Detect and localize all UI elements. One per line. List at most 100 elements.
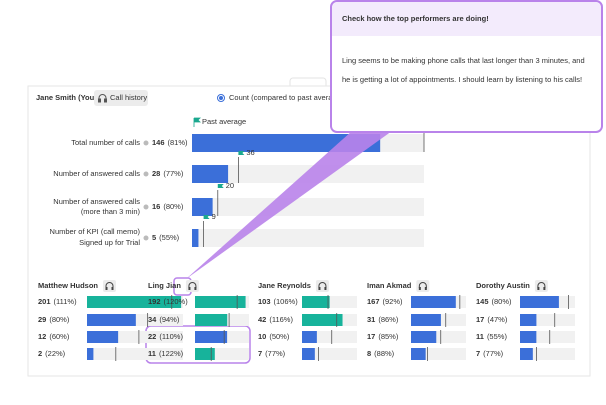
bar bbox=[411, 331, 437, 343]
member-value: 201 bbox=[38, 297, 51, 306]
member-value: 34 bbox=[148, 315, 157, 324]
headset-ear bbox=[424, 287, 427, 290]
headset-icon bbox=[318, 282, 327, 288]
metric-label: Number of answered calls bbox=[53, 197, 140, 206]
info-icon bbox=[143, 204, 149, 210]
call-history-button[interactable] bbox=[94, 90, 148, 106]
metric-value: 28 bbox=[152, 169, 160, 178]
member-pct: (60%) bbox=[49, 332, 70, 341]
headset-icon bbox=[188, 282, 197, 288]
member-name: Dorothy Austin bbox=[476, 281, 530, 290]
headset-icon bbox=[105, 282, 114, 288]
bar bbox=[302, 314, 343, 326]
metric-pct: (55%) bbox=[159, 233, 180, 242]
member-value: 42 bbox=[258, 315, 266, 324]
bar bbox=[192, 198, 213, 216]
member-value: 8 bbox=[367, 349, 371, 358]
member-value: 11 bbox=[148, 349, 156, 358]
member-pct: (116%) bbox=[269, 315, 293, 324]
listen-button[interactable] bbox=[103, 280, 116, 292]
metric-label: (more than 3 min) bbox=[81, 207, 141, 216]
metric-pct: (80%) bbox=[163, 202, 184, 211]
member-pct: (110%) bbox=[159, 332, 183, 341]
member-pct: (77%) bbox=[483, 349, 504, 358]
member-name: Iman Akmad bbox=[367, 281, 412, 290]
member-name: Matthew Hudson bbox=[38, 281, 98, 290]
bar bbox=[302, 348, 315, 360]
member-value: 12 bbox=[38, 332, 46, 341]
bar-track bbox=[192, 198, 424, 216]
headset-ear bbox=[543, 287, 546, 290]
member-pct: (88%) bbox=[374, 349, 395, 358]
metric-value: 16 bbox=[152, 202, 160, 211]
callout-body: Ling seems to be making phone calls that… bbox=[342, 56, 585, 84]
member-value: 167 bbox=[367, 297, 380, 306]
headset-ear bbox=[324, 287, 327, 290]
member-value: 22 bbox=[148, 332, 156, 341]
headset-ear bbox=[105, 287, 108, 290]
headset-ear bbox=[111, 287, 114, 290]
member-value: 11 bbox=[476, 332, 484, 341]
member-pct: (122%) bbox=[159, 349, 184, 358]
bar bbox=[520, 296, 559, 308]
member-pct: (22%) bbox=[45, 349, 66, 358]
member-pct: (94%) bbox=[159, 315, 180, 324]
member-pct: (106%) bbox=[274, 297, 299, 306]
bar bbox=[87, 331, 119, 343]
average-label: 9 bbox=[212, 212, 216, 221]
user-name: Jane Smith (You) bbox=[36, 93, 97, 102]
listen-button[interactable] bbox=[315, 280, 329, 292]
metric-label: Number of answered calls bbox=[53, 169, 140, 178]
bar bbox=[302, 296, 330, 308]
callout-header bbox=[332, 2, 601, 36]
headset-ear bbox=[418, 287, 421, 290]
bar bbox=[195, 331, 228, 343]
info-icon bbox=[143, 235, 149, 241]
bar bbox=[192, 229, 199, 247]
member-value: 10 bbox=[258, 332, 266, 341]
metric-pct: (81%) bbox=[168, 138, 189, 147]
bar-track bbox=[87, 348, 183, 360]
average-label: 36 bbox=[246, 148, 254, 157]
member-value: 7 bbox=[258, 349, 262, 358]
bar bbox=[411, 348, 426, 360]
member-name: Ling Jian bbox=[148, 281, 181, 290]
member-pct: (77%) bbox=[265, 349, 286, 358]
average-label: 20 bbox=[226, 181, 234, 190]
member-value: 145 bbox=[476, 297, 489, 306]
bar-track bbox=[302, 348, 357, 360]
bar-track bbox=[192, 229, 424, 247]
bar bbox=[411, 314, 441, 326]
average-flag bbox=[217, 184, 224, 188]
member-name: Jane Reynolds bbox=[258, 281, 311, 290]
member-pct: (86%) bbox=[378, 315, 399, 324]
member-pct: (80%) bbox=[492, 297, 513, 306]
call-history-label[interactable]: Call history bbox=[110, 93, 147, 102]
listen-button[interactable] bbox=[534, 280, 548, 292]
bar bbox=[302, 331, 317, 343]
bar bbox=[192, 134, 381, 152]
listen-button[interactable] bbox=[416, 280, 430, 292]
callout-title: Check how the top performers are doing! bbox=[342, 14, 489, 23]
member-pct: (111%) bbox=[54, 297, 78, 306]
average-flag bbox=[238, 151, 245, 155]
info-icon bbox=[143, 140, 149, 146]
legend-flag bbox=[193, 117, 201, 127]
radio-dot bbox=[219, 96, 223, 100]
callout-pointer bbox=[186, 131, 392, 279]
member-pct: (92%) bbox=[383, 297, 404, 306]
member-value: 17 bbox=[476, 315, 484, 324]
member-value: 103 bbox=[258, 297, 271, 306]
info-icon bbox=[143, 171, 149, 177]
average-flag bbox=[203, 215, 210, 219]
headset-ear bbox=[194, 287, 197, 290]
member-value: 29 bbox=[38, 315, 46, 324]
metric-label: Total number of calls bbox=[71, 138, 140, 147]
member-value: 17 bbox=[367, 332, 375, 341]
bar bbox=[195, 314, 228, 326]
listen-button[interactable] bbox=[185, 280, 199, 292]
content: Count (compared to past average)ConvTota… bbox=[38, 93, 575, 361]
bar bbox=[195, 348, 215, 360]
